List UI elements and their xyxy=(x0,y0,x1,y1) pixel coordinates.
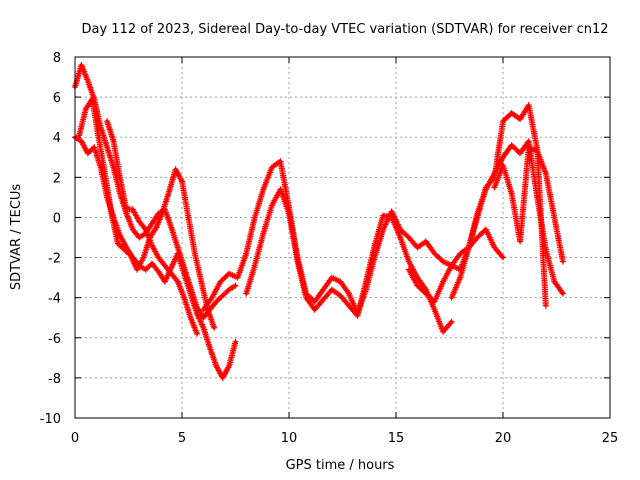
data-points xyxy=(72,62,566,381)
y-tick-label: -4 xyxy=(48,292,61,307)
data-point-marker xyxy=(500,254,506,261)
x-tick-label: 0 xyxy=(71,431,79,446)
data-point-marker xyxy=(211,324,218,331)
y-tick-label: -8 xyxy=(48,372,61,387)
y-axis-label: SDTVAR / TECUs xyxy=(9,184,24,291)
y-tick-label: 6 xyxy=(53,91,61,106)
y-tick-label: 8 xyxy=(53,51,61,66)
x-tick-label: 25 xyxy=(602,431,619,446)
x-tick-label: 5 xyxy=(178,431,186,446)
plot-frame xyxy=(74,56,611,419)
data-point-marker xyxy=(559,258,566,265)
data-point-marker xyxy=(559,290,566,297)
series-track-8 xyxy=(448,102,549,309)
data-point-marker xyxy=(542,302,549,309)
data-point-marker xyxy=(232,338,239,345)
y-tick-label: 4 xyxy=(53,131,61,146)
grid-lines xyxy=(75,57,610,418)
y-tick-label: -2 xyxy=(48,252,61,267)
data-point-marker xyxy=(232,282,239,289)
y-tick-label: 2 xyxy=(53,171,61,186)
y-tick-label: -6 xyxy=(48,332,61,347)
x-tick-label: 20 xyxy=(495,431,512,446)
x-tick-label: 15 xyxy=(388,431,405,446)
series-track-9 xyxy=(491,144,566,265)
data-point-marker xyxy=(448,318,455,325)
series-track-1 xyxy=(72,62,239,321)
y-tick-label: 0 xyxy=(53,211,61,226)
series-track-4 xyxy=(72,134,239,381)
chart-title: Day 112 of 2023, Sidereal Day-to-day VTE… xyxy=(81,22,608,37)
data-point-marker xyxy=(193,330,200,337)
x-axis-label: GPS time / hours xyxy=(286,458,395,473)
y-tick-label: -10 xyxy=(40,412,61,427)
series-track-6 xyxy=(243,186,455,335)
x-tick-label: 10 xyxy=(281,431,298,446)
